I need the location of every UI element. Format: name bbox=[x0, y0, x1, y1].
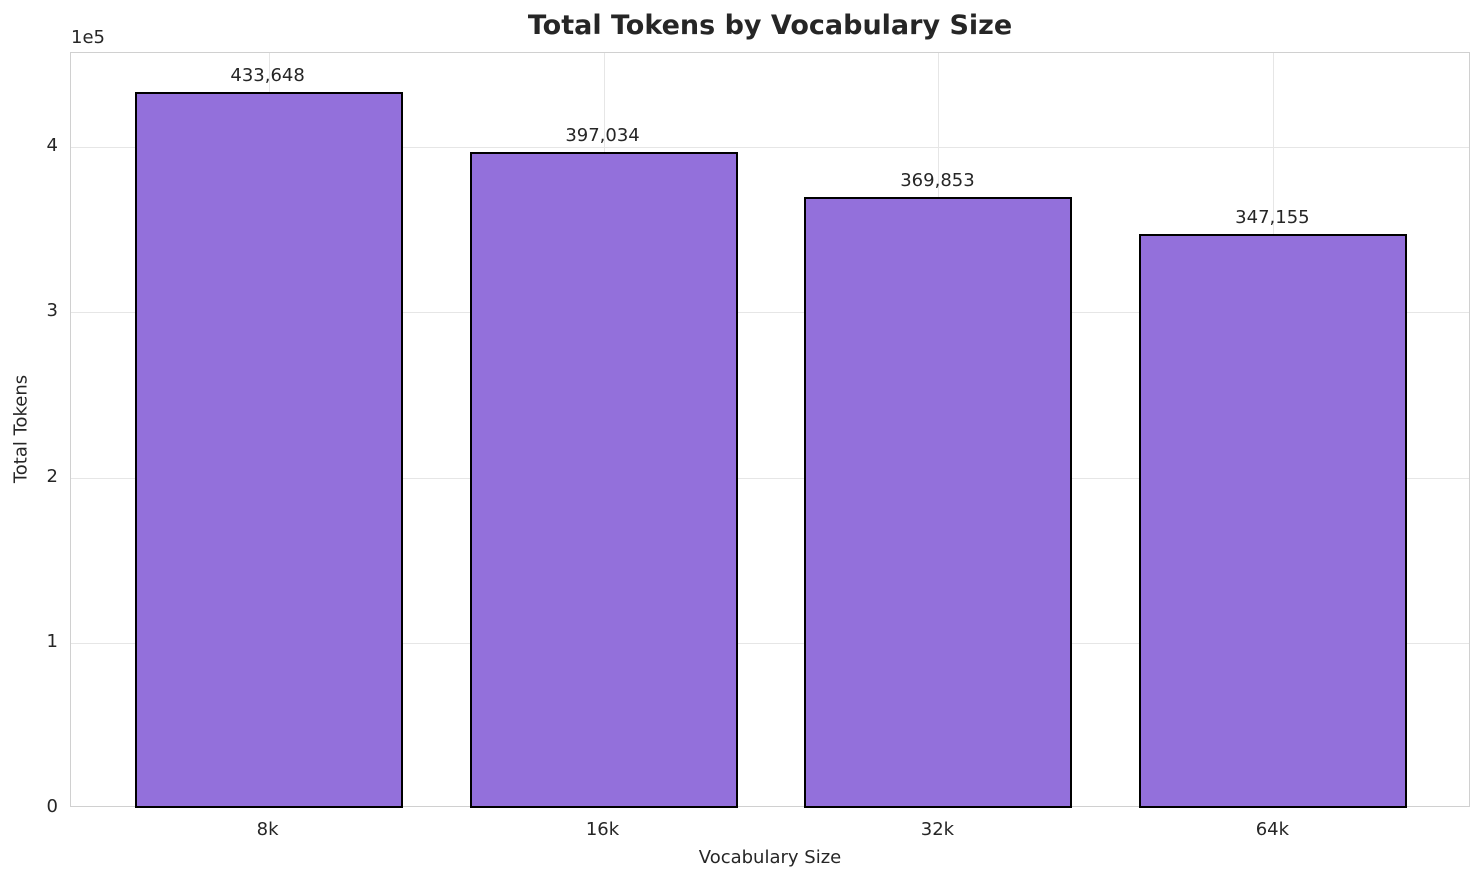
bar-8k bbox=[134, 91, 403, 808]
bar-32k bbox=[804, 196, 1073, 808]
x-tick-label: 8k bbox=[256, 819, 279, 840]
y-tick-label: 0 bbox=[46, 796, 58, 817]
y-axis-offset-text: 1e5 bbox=[71, 27, 105, 48]
bar-value-label: 433,648 bbox=[230, 64, 305, 86]
horizontal-gridline bbox=[71, 147, 1469, 149]
x-tick-label: 16k bbox=[585, 819, 620, 840]
y-tick-label: 2 bbox=[46, 465, 58, 487]
bar-64k bbox=[1139, 234, 1408, 808]
y-tick-label: 1 bbox=[46, 630, 58, 652]
x-tick-label: 32k bbox=[920, 819, 955, 840]
horizontal-gridline bbox=[71, 642, 1469, 644]
x-tick-label: 64k bbox=[1255, 819, 1290, 840]
bar-value-label: 397,034 bbox=[565, 125, 640, 147]
horizontal-gridline bbox=[71, 312, 1469, 314]
x-axis-label: Vocabulary Size bbox=[698, 847, 842, 868]
bar-value-label: 369,853 bbox=[900, 169, 975, 191]
horizontal-gridline bbox=[71, 477, 1469, 479]
chart-title: Total Tokens by Vocabulary Size bbox=[527, 10, 1013, 41]
bar-16k bbox=[469, 152, 738, 808]
bar-value-label: 347,155 bbox=[1235, 207, 1310, 229]
y-tick-label: 4 bbox=[46, 135, 58, 157]
y-tick-label: 3 bbox=[46, 300, 58, 322]
plot-area bbox=[70, 52, 1470, 808]
